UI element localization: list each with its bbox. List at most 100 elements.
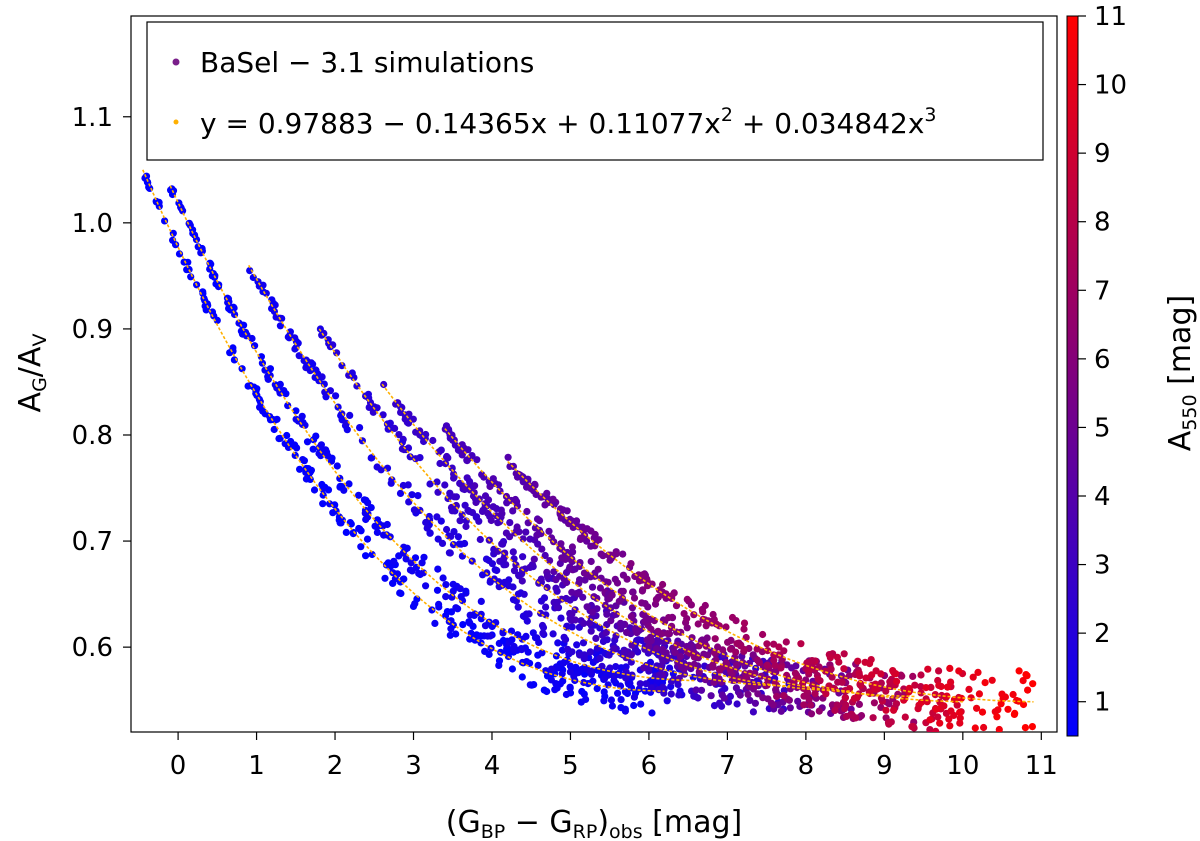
data-point — [868, 671, 876, 679]
data-point — [694, 620, 702, 628]
data-point — [975, 690, 984, 698]
data-point — [619, 621, 627, 629]
legend-box — [146, 21, 1044, 161]
data-point — [712, 656, 720, 664]
data-point — [775, 643, 783, 651]
data-point — [399, 481, 407, 490]
data-point — [574, 590, 582, 598]
data-point — [600, 697, 608, 705]
data-point — [547, 665, 556, 673]
data-point — [579, 639, 588, 647]
data-point — [266, 416, 275, 424]
data-point — [664, 630, 672, 638]
data-point — [452, 630, 460, 638]
data-point — [607, 617, 615, 625]
data-point — [697, 686, 706, 694]
data-point — [442, 593, 450, 601]
data-point — [909, 672, 917, 681]
colorbar-tick-label: 11 — [1094, 2, 1127, 32]
data-point — [653, 645, 661, 653]
data-point — [1029, 680, 1037, 688]
data-point — [482, 501, 491, 509]
x-tick-label: 6 — [641, 751, 658, 781]
data-point — [335, 513, 343, 521]
data-point — [807, 710, 816, 718]
data-point — [720, 694, 728, 702]
data-point — [566, 662, 575, 670]
data-point — [886, 678, 894, 686]
data-point — [831, 706, 839, 715]
data-point — [355, 491, 363, 499]
data-point — [169, 187, 178, 195]
data-point — [208, 272, 216, 280]
data-point — [866, 660, 874, 668]
data-point — [329, 509, 337, 517]
data-point — [659, 645, 667, 654]
data-point — [306, 367, 314, 375]
data-point — [655, 671, 664, 679]
data-point — [562, 635, 570, 644]
data-point — [1028, 723, 1036, 731]
data-point — [882, 706, 890, 714]
data-point — [557, 614, 565, 622]
data-point — [486, 632, 494, 640]
data-point — [246, 267, 254, 275]
data-point — [753, 656, 762, 664]
data-point — [563, 507, 571, 515]
data-point — [172, 241, 180, 249]
data-point — [808, 657, 816, 665]
data-point — [500, 561, 508, 569]
data-point — [396, 589, 404, 597]
data-point — [763, 661, 771, 669]
data-point — [476, 535, 484, 544]
data-point — [183, 266, 191, 274]
data-point — [477, 597, 485, 606]
data-point — [654, 627, 662, 635]
data-point — [246, 382, 254, 390]
x-axis-title: (GBP − GRP)obs [mag] — [446, 805, 743, 841]
data-point — [438, 539, 447, 548]
data-point — [685, 661, 693, 670]
data-point — [537, 575, 545, 583]
data-point — [199, 288, 207, 296]
y-tick-label: 0.6 — [72, 633, 113, 663]
data-point — [320, 380, 328, 388]
data-point — [889, 667, 897, 675]
data-point — [357, 543, 365, 551]
data-point — [349, 528, 357, 537]
data-point — [901, 713, 909, 721]
legend-marker-fit — [173, 119, 179, 125]
data-point — [728, 613, 737, 622]
data-point — [981, 679, 989, 687]
data-point — [606, 664, 614, 672]
data-point — [956, 714, 964, 722]
data-point — [418, 559, 426, 567]
data-point — [587, 627, 595, 635]
data-point — [402, 555, 410, 563]
data-point — [473, 456, 481, 464]
data-point — [588, 608, 596, 616]
data-point — [608, 702, 617, 710]
data-point — [605, 651, 613, 659]
data-point — [592, 634, 600, 643]
data-point — [466, 484, 474, 492]
data-point — [276, 322, 284, 330]
data-point — [1021, 724, 1029, 732]
data-point — [431, 619, 439, 628]
data-point — [578, 665, 586, 674]
data-point — [409, 602, 418, 611]
data-point — [857, 681, 865, 690]
data-point — [506, 533, 514, 541]
data-point — [773, 692, 781, 701]
x-tick-label: 7 — [719, 751, 736, 781]
data-point — [346, 411, 354, 419]
data-point — [1022, 671, 1030, 679]
data-point — [426, 480, 434, 488]
data-point — [630, 701, 638, 710]
data-point — [943, 683, 952, 691]
data-point — [622, 674, 630, 682]
data-point — [456, 585, 464, 593]
data-point — [447, 532, 455, 541]
data-point — [841, 694, 849, 702]
data-point — [197, 249, 205, 257]
